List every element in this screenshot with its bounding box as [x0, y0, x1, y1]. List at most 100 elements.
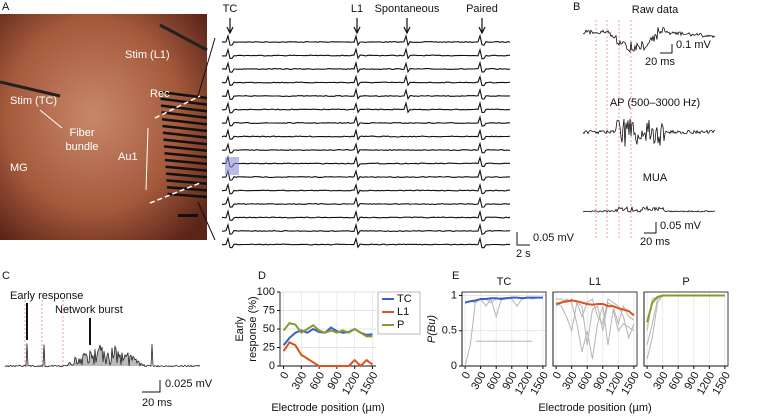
trace — [221, 209, 511, 223]
x-tick-label: 0 — [278, 370, 291, 381]
y-axis-label: response (%) — [247, 296, 259, 361]
label: AP (500–3000 Hz) — [610, 97, 700, 109]
label: Rec — [150, 88, 170, 100]
x-tick-label: 300 — [560, 370, 580, 392]
highlight-box — [225, 157, 239, 175]
y-tick-label: 1 — [451, 289, 457, 301]
electrode-shank — [165, 165, 208, 172]
series-line — [464, 297, 543, 367]
trace — [221, 128, 511, 141]
fiber-pointer — [39, 109, 63, 129]
y-axis-label: P(Bu) — [426, 315, 438, 343]
event-arrow — [403, 18, 411, 35]
legend-label: TC — [397, 293, 412, 305]
axis-line — [461, 292, 546, 367]
scale-label: 0.025 mV — [165, 378, 213, 390]
scale-bar — [660, 44, 673, 54]
panel-letter: D — [258, 270, 266, 282]
event-label: Paired — [466, 3, 498, 15]
stim-electrode — [159, 23, 208, 52]
stim-electrode — [0, 80, 61, 98]
electrode-shank — [164, 158, 208, 166]
electrode-shank — [167, 192, 208, 199]
scale-label: 2 s — [516, 248, 531, 260]
electrode-comb — [0, 23, 208, 199]
trace — [221, 47, 510, 60]
scale-label: 20 ms — [640, 236, 670, 248]
scale-label: 20 ms — [645, 56, 675, 68]
trace — [221, 74, 511, 87]
au1-border — [149, 95, 201, 204]
trace — [221, 33, 511, 47]
scale-bar — [516, 232, 530, 246]
event-label: Spontaneous — [375, 3, 440, 15]
trace — [221, 182, 511, 196]
event-label: L1 — [351, 3, 363, 15]
series-line — [646, 295, 725, 346]
x-tick-label: 300 — [469, 370, 489, 392]
trace — [222, 100, 511, 114]
y-tick-label: 100 — [257, 286, 275, 298]
electrode-shank — [166, 179, 208, 186]
label: Stim (L1) — [125, 49, 170, 61]
electrode-shank — [166, 185, 208, 192]
electrode-shank — [161, 111, 208, 120]
series-line — [282, 326, 373, 346]
electrode-shank — [163, 138, 208, 146]
trace — [221, 168, 511, 182]
axes-frame — [461, 291, 547, 367]
scale-label: 0.05 mV — [660, 220, 702, 232]
trace — [221, 114, 511, 128]
label: Fiber — [69, 127, 94, 139]
electrode-shank — [164, 151, 208, 159]
label: Network burst — [55, 304, 123, 316]
legend-label: L1 — [397, 306, 409, 318]
electrode-shank — [160, 104, 208, 113]
trace — [221, 60, 511, 74]
panel-letter: E — [452, 270, 459, 282]
scale-label: 0.1 mV — [676, 39, 712, 51]
series-line — [646, 295, 725, 360]
x-tick-label: 0 — [551, 370, 564, 381]
x-axis-label: Electrode position (µm) — [538, 402, 651, 414]
electrode-shank — [161, 117, 208, 126]
trace — [221, 141, 511, 155]
y-tick-label: 0 — [269, 360, 275, 372]
label: Early response — [10, 290, 83, 302]
axes-frame — [552, 291, 638, 367]
panel-b-traces — [582, 20, 716, 240]
scale-label: 0.05 mV — [533, 232, 575, 244]
x-tick-label: 600 — [485, 370, 505, 392]
trace — [4, 343, 201, 368]
label: MUA — [643, 172, 668, 184]
scale-bar — [644, 222, 657, 234]
legend-label: P — [397, 319, 404, 331]
label: MG — [10, 162, 28, 174]
series-line — [282, 341, 373, 368]
electrode-shank — [165, 172, 208, 179]
y-tick-label: 0 — [451, 360, 457, 372]
series-line — [646, 294, 725, 323]
electrode-shank — [163, 145, 208, 153]
trace — [222, 195, 511, 208]
trace — [221, 236, 511, 249]
axis-line — [643, 292, 728, 367]
chart-title: P — [682, 276, 689, 288]
x-tick-label: 300 — [290, 370, 310, 392]
label: Raw data — [632, 4, 679, 16]
event-arrow — [478, 18, 486, 35]
electrode-shank — [162, 124, 208, 133]
burst-area — [65, 344, 145, 367]
x-tick-label: 300 — [651, 370, 671, 392]
y-axis-label: Early — [234, 316, 246, 342]
electrode-shank — [162, 131, 208, 139]
series-line — [555, 299, 635, 317]
x-tick-label: 600 — [308, 370, 328, 392]
axis-line — [552, 292, 637, 367]
series-line — [464, 296, 543, 304]
label: Au1 — [118, 151, 138, 163]
series-line — [282, 321, 373, 338]
label: Stim (TC) — [10, 95, 57, 107]
x-tick-label: 0 — [460, 370, 473, 381]
